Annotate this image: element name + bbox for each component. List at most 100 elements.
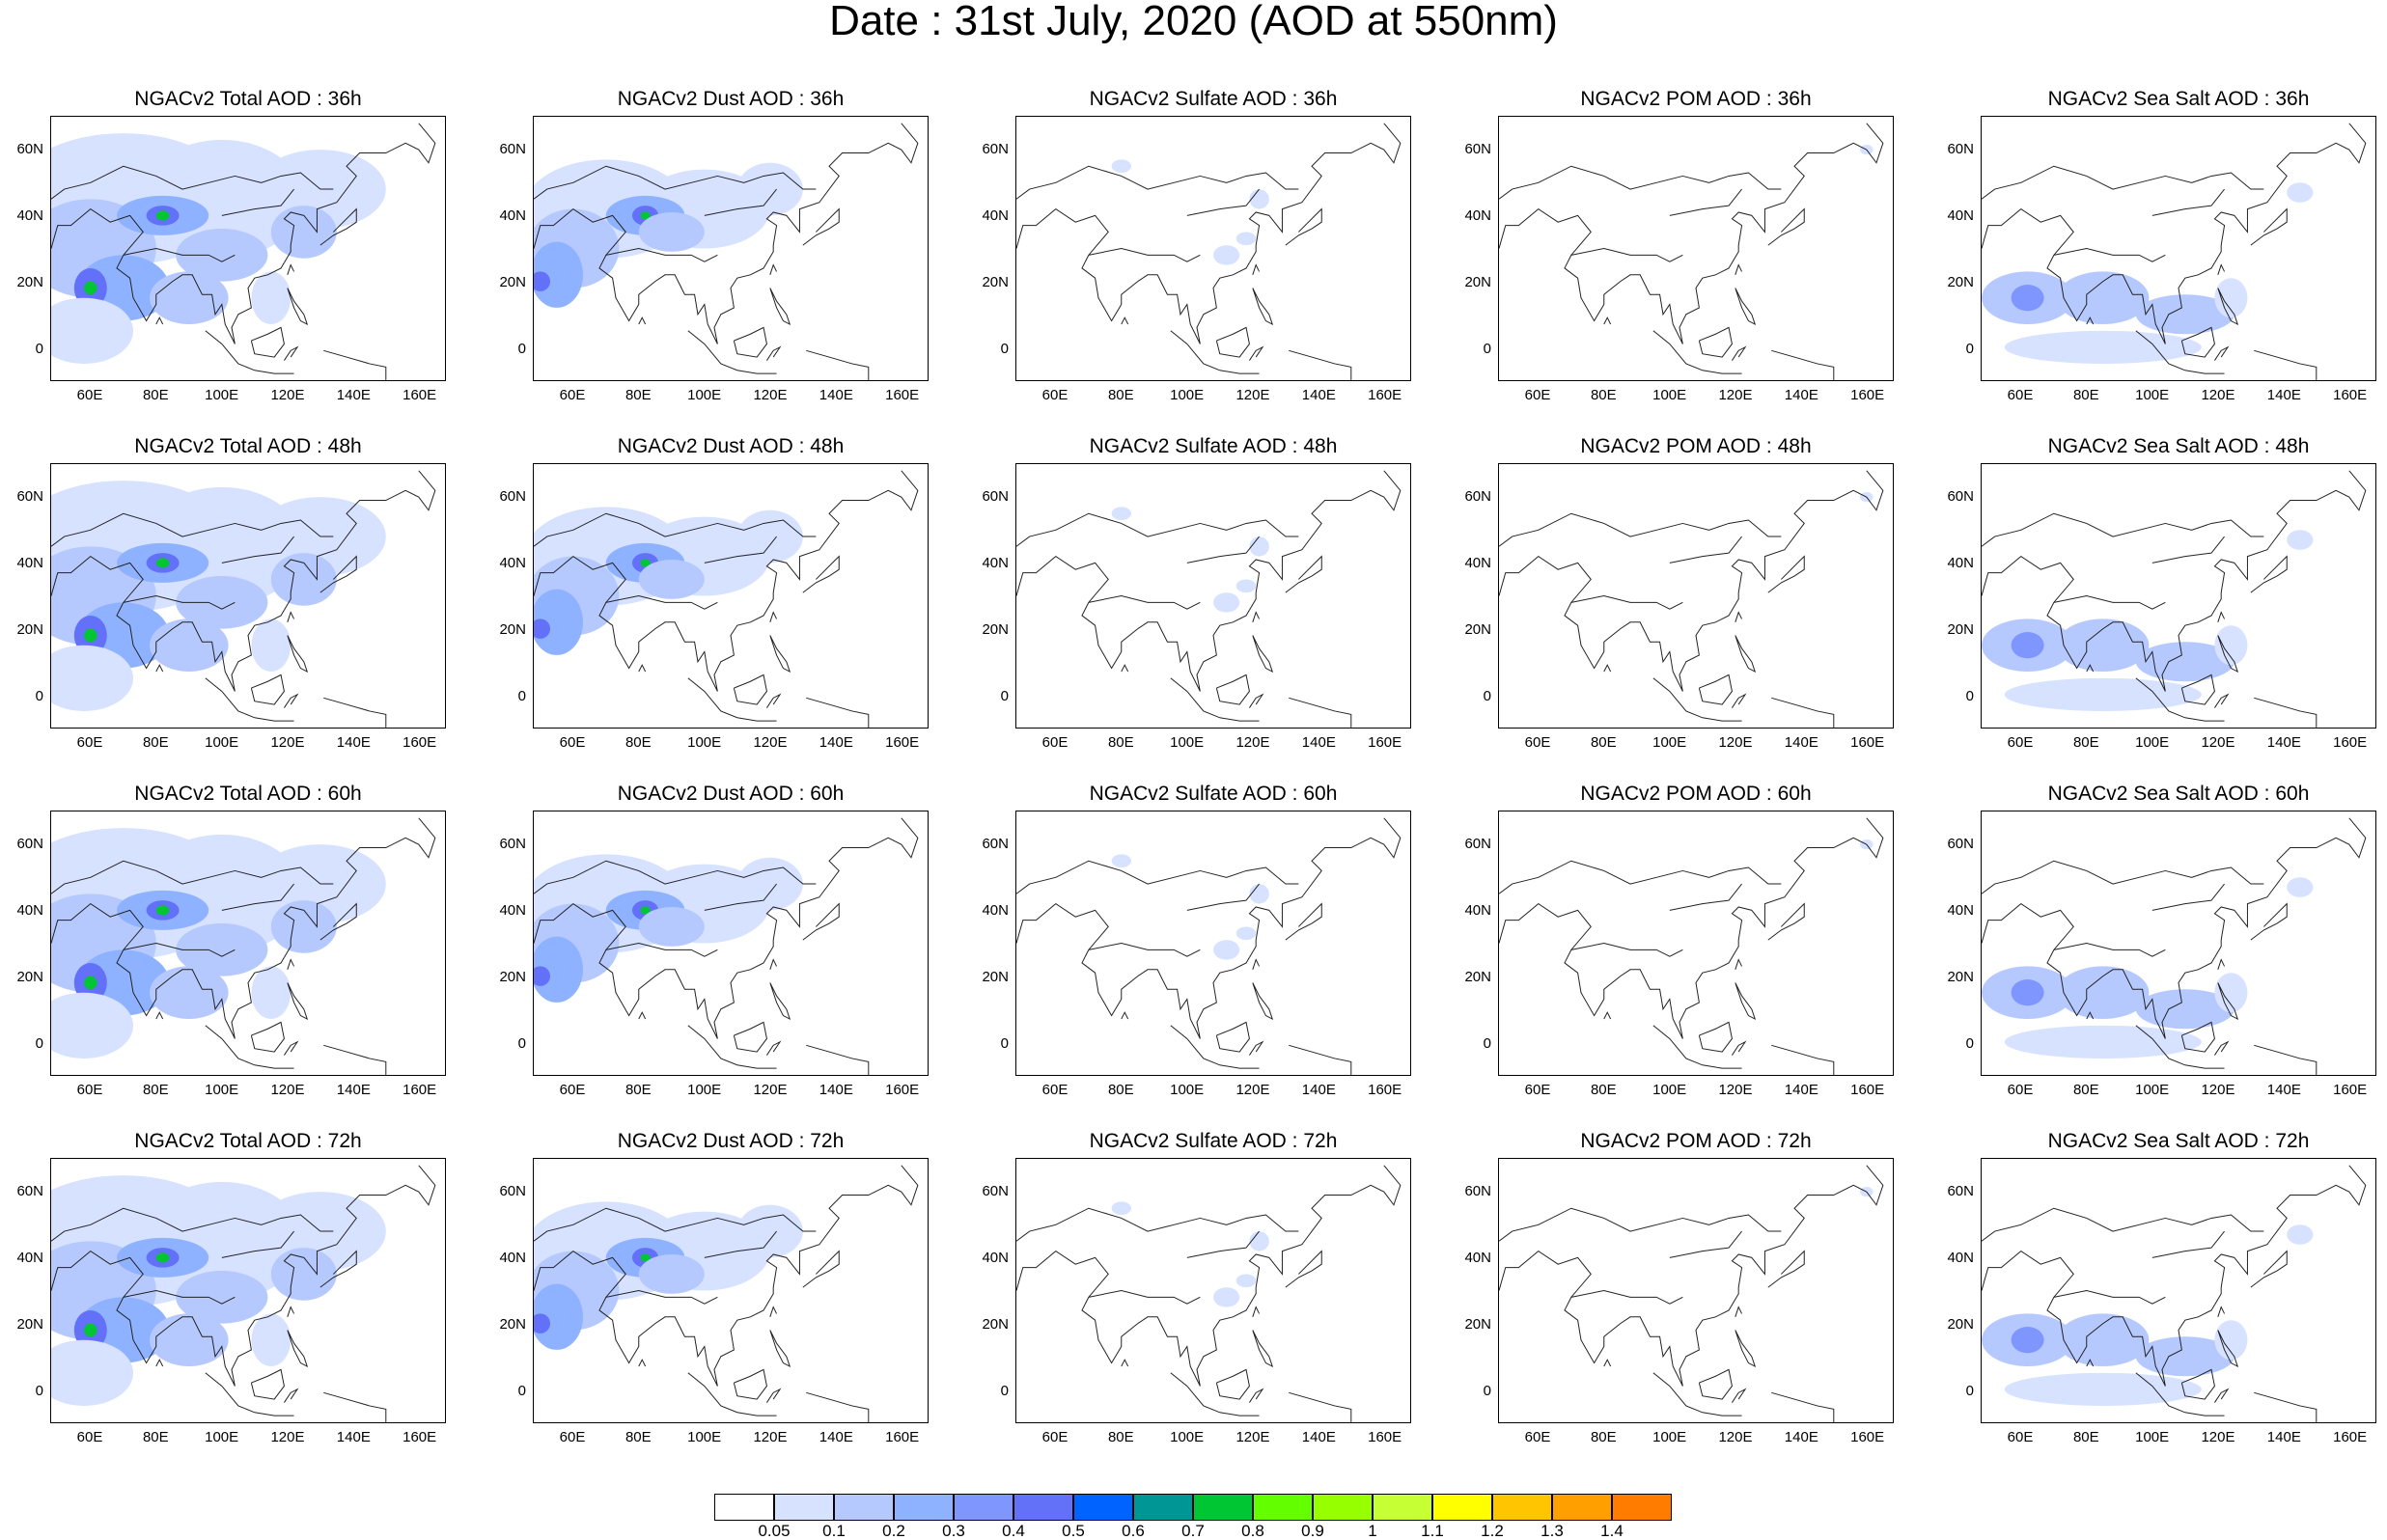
lon-tick-label: 80E bbox=[625, 1082, 652, 1098]
coastline bbox=[2180, 674, 2215, 705]
lon-tick-label: 140E bbox=[1784, 1429, 1818, 1445]
panel-title: NGACv2 Dust AOD : 36h bbox=[617, 88, 845, 110]
coastline bbox=[323, 1391, 387, 1422]
coastline bbox=[1767, 555, 1805, 593]
lon-tick-label: 60E bbox=[2007, 387, 2034, 403]
aod-field bbox=[270, 1248, 337, 1301]
coastline bbox=[1698, 1368, 1733, 1400]
lat-tick-label: 60N bbox=[16, 1183, 43, 1200]
coastline bbox=[534, 470, 919, 692]
map-plot bbox=[1015, 1158, 1411, 1423]
coastline bbox=[205, 1372, 294, 1416]
coastline bbox=[1982, 860, 2264, 894]
coastline bbox=[605, 942, 718, 957]
map-panel-sulfate-60h: NGACv2 Sulfate AOD : 60h 60N 40N 20N 0 60E 80E… bbox=[965, 784, 1419, 1116]
lat-tick-label: 60N bbox=[16, 141, 43, 158]
coastline bbox=[1016, 860, 1299, 894]
lat-tick-label: 20N bbox=[1464, 273, 1491, 290]
map-plot bbox=[1498, 463, 1894, 729]
aod-field bbox=[2214, 973, 2248, 1013]
coastline bbox=[2135, 330, 2225, 374]
map-panel-total-48h: NGACv2 Total AOD : 48h 60N 40N 20N 0 60E 80E 10… bbox=[0, 436, 454, 769]
map-plot bbox=[1015, 116, 1411, 381]
lon-tick-label: 120E bbox=[753, 734, 788, 751]
lat-tick-label: 0 bbox=[1000, 1034, 1009, 1052]
coastline bbox=[1249, 1040, 1264, 1056]
lat-tick-label: 60N bbox=[499, 488, 526, 506]
lon-tick-label: 80E bbox=[142, 1082, 169, 1098]
lon-tick-label: 100E bbox=[1652, 387, 1687, 403]
coastline bbox=[1499, 1207, 1782, 1242]
aod-field bbox=[2011, 1327, 2044, 1354]
coastline bbox=[687, 1372, 777, 1416]
lon-tick-label: 120E bbox=[1235, 387, 1270, 403]
coastline bbox=[1603, 316, 1612, 325]
aod-field bbox=[2011, 285, 2044, 312]
aod-field bbox=[270, 900, 337, 953]
lon-tick-label: 80E bbox=[625, 387, 652, 403]
aod-field bbox=[2011, 632, 2044, 659]
lon-tick-label: 160E bbox=[2333, 1082, 2368, 1098]
coastline bbox=[2135, 677, 2225, 722]
coastline bbox=[1289, 349, 1352, 380]
coastline bbox=[1186, 883, 1260, 911]
lon-tick-label: 100E bbox=[1170, 1082, 1205, 1098]
lon-tick-label: 80E bbox=[142, 734, 169, 751]
lon-tick-label: 80E bbox=[2072, 387, 2099, 403]
map-plot bbox=[1981, 463, 2376, 729]
aod-field bbox=[150, 619, 229, 672]
coastline bbox=[155, 1359, 164, 1367]
lon-tick-label: 100E bbox=[2135, 1429, 2170, 1445]
coastline bbox=[2254, 1391, 2318, 1422]
lon-tick-label: 60E bbox=[1041, 1082, 1069, 1098]
lat-tick-label: 40N bbox=[16, 207, 43, 225]
aod-field bbox=[51, 992, 133, 1059]
coastline bbox=[51, 1207, 334, 1242]
coastline bbox=[1771, 1044, 1835, 1075]
coastline bbox=[733, 326, 767, 358]
aod-field bbox=[640, 1253, 651, 1262]
lon-tick-label: 80E bbox=[1590, 1082, 1617, 1098]
lat-tick-label: 0 bbox=[517, 340, 526, 357]
coastline bbox=[766, 1040, 782, 1056]
aod-field bbox=[270, 206, 337, 259]
coastline bbox=[1732, 693, 1747, 708]
coastline bbox=[638, 316, 647, 325]
colorbar-tick-label: 0.4 bbox=[1002, 1522, 1025, 1540]
coastline bbox=[605, 594, 718, 610]
aod-field bbox=[534, 1283, 583, 1350]
coastline bbox=[802, 902, 840, 941]
map-panel-dust-36h: NGACv2 Dust AOD : 36h 60N 40N 20N 0 60E 80E 100… bbox=[483, 89, 936, 422]
coastline bbox=[1570, 942, 1683, 957]
coastline bbox=[250, 1368, 285, 1400]
map-plot bbox=[533, 1158, 929, 1423]
coastline bbox=[2151, 188, 2225, 216]
aod-field bbox=[1111, 159, 1131, 174]
lon-tick-label: 160E bbox=[402, 1429, 437, 1445]
aod-field bbox=[2135, 1336, 2234, 1377]
coastline bbox=[51, 1165, 436, 1387]
coastline bbox=[2053, 594, 2166, 610]
map-panel-sulfate-48h: NGACv2 Sulfate AOD : 48h 60N 40N 20N 0 60E 80E… bbox=[965, 436, 1419, 769]
coastline bbox=[802, 555, 840, 593]
coastline bbox=[1982, 165, 2264, 200]
map-plot bbox=[533, 463, 929, 729]
lon-tick-label: 120E bbox=[1235, 734, 1270, 751]
lon-tick-label: 60E bbox=[1041, 734, 1069, 751]
coastline bbox=[51, 817, 436, 1039]
aod-field bbox=[1111, 507, 1131, 521]
aod-field bbox=[1213, 592, 1240, 613]
lat-tick-label: 40N bbox=[16, 1250, 43, 1267]
lon-tick-label: 140E bbox=[2266, 734, 2301, 751]
map-panel-pom-36h: NGACv2 POM AOD : 36h 60N 40N 20N 0 60E 80E 100E… bbox=[1448, 89, 1901, 422]
lon-tick-label: 80E bbox=[2072, 734, 2099, 751]
colorbar-swatch bbox=[1013, 1494, 1073, 1521]
coastline bbox=[766, 345, 782, 361]
colorbar-swatch bbox=[834, 1494, 894, 1521]
lon-tick-label: 160E bbox=[2333, 387, 2368, 403]
coastline bbox=[1698, 1021, 1733, 1053]
map-panel-seasalt-36h: NGACv2 Sea Salt AOD : 36h 60N 40N 20N 0 60E 80… bbox=[1930, 89, 2384, 422]
panel-title: NGACv2 Sulfate AOD : 36h bbox=[1089, 88, 1338, 110]
aod-field bbox=[84, 628, 97, 643]
aod-field bbox=[2057, 271, 2150, 324]
